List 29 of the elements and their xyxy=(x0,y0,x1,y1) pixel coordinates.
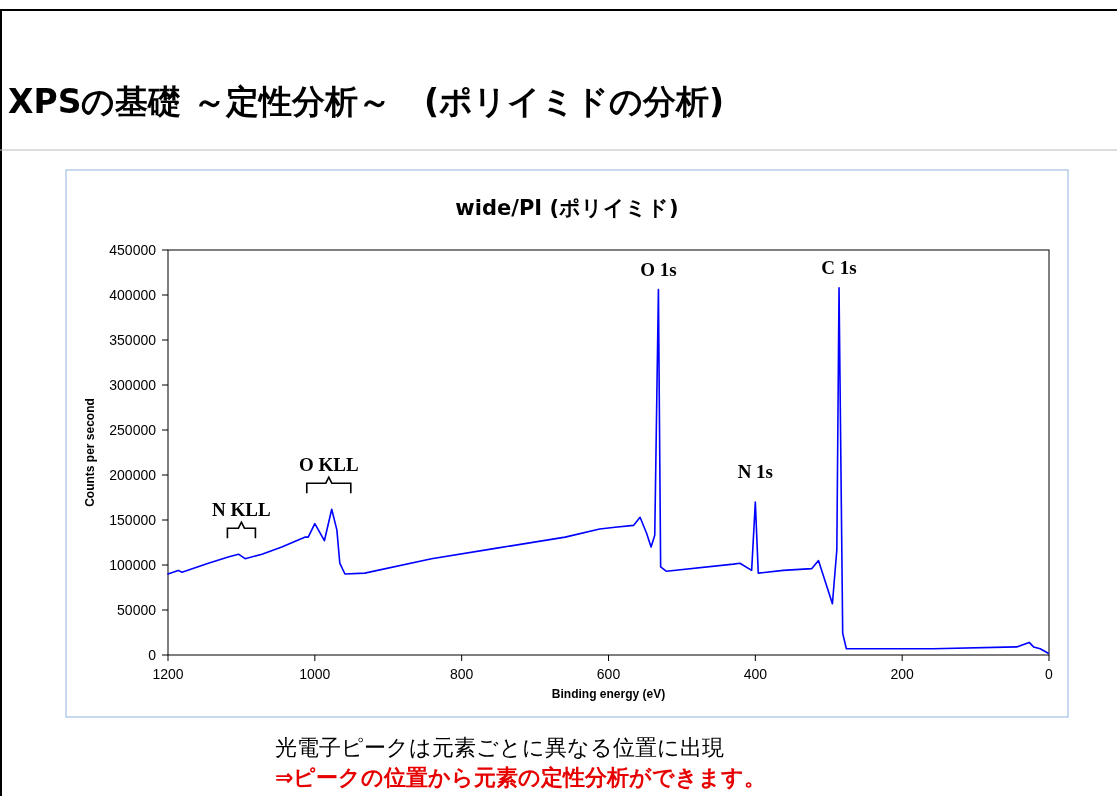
y-tick-label: 400000 xyxy=(109,287,157,303)
x-tick-label: 400 xyxy=(743,666,768,682)
chart-subtitle: wide/PI (ポリイミド) xyxy=(455,196,679,220)
x-tick-label: 600 xyxy=(596,666,621,682)
annotation: N KLL xyxy=(212,499,271,521)
y-tick-label: 450000 xyxy=(109,242,157,258)
y-tick-label: 200000 xyxy=(109,467,157,483)
x-axis-title: Binding energy (eV) xyxy=(551,687,666,701)
y-axis-title: Counts per second xyxy=(83,398,97,507)
line-series xyxy=(167,287,1050,654)
annotation: O KLL xyxy=(298,454,359,476)
annotation: O 1s xyxy=(640,258,677,280)
y-tick-label: 350000 xyxy=(109,332,157,348)
annotation: C 1s xyxy=(821,256,857,278)
x-tick-label: 1000 xyxy=(299,666,331,682)
y-tick-label: 100000 xyxy=(109,557,157,573)
text: ⇒ピークの位置から元素の定性分析ができます。 xyxy=(275,765,767,790)
chart-title: XPSの基礎 ～定性分析～ (ポリイミドの分析) xyxy=(8,82,725,121)
x-tick-label: 1200 xyxy=(152,666,184,682)
x-tick-label: 0 xyxy=(1045,666,1054,682)
annotation: N 1s xyxy=(737,461,774,482)
x-tick-label: 800 xyxy=(449,666,474,682)
y-tick-label: 250000 xyxy=(109,422,157,438)
y-tick-label: 300000 xyxy=(109,377,157,393)
text: 光電子ピークは元素ごとに異なる位置に出現 xyxy=(275,735,724,760)
y-tick-label: 150000 xyxy=(109,512,157,528)
y-tick-label: 0 xyxy=(148,647,157,663)
y-tick-label: 50000 xyxy=(117,602,157,618)
x-tick-label: 200 xyxy=(890,666,915,682)
